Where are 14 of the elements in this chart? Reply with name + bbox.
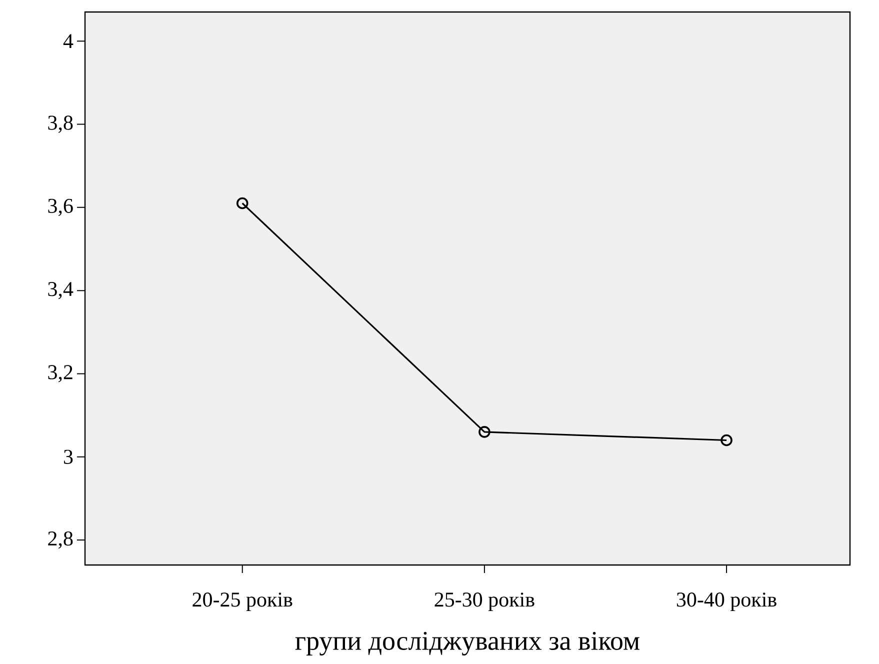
y-tick-label: 3,8 <box>48 116 73 133</box>
y-tick-label: 3,6 <box>48 198 73 216</box>
y-tick-label: 3,2 <box>48 365 72 382</box>
point <box>478 426 490 438</box>
y-tick-label: 3,4 <box>48 282 74 300</box>
y-tick-label: 3 <box>64 450 73 464</box>
point <box>720 434 732 446</box>
x-tick-label: 25-30 років <box>434 592 534 611</box>
x-tick-label: 30-40 років <box>676 592 776 611</box>
point <box>236 197 248 210</box>
y-tick-label: 2,8 <box>48 531 73 549</box>
x-axis-title: групи досліджуваних за віком <box>295 632 640 656</box>
y-tick-label: 4 <box>63 34 74 48</box>
x-tick-label: 20-25 років <box>192 592 292 611</box>
